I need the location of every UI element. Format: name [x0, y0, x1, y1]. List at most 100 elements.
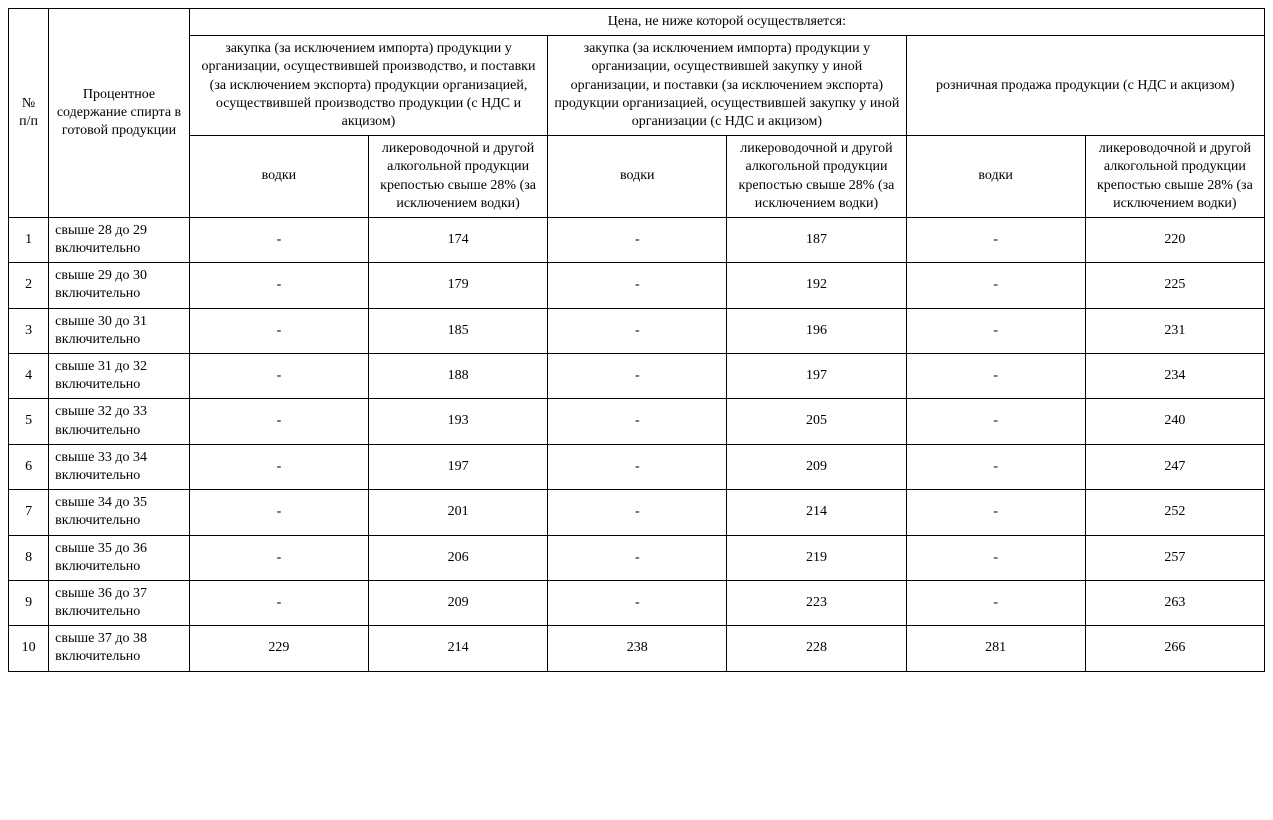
cell-range: свыше 33 до 34 включительно	[49, 444, 190, 489]
cell-value: -	[189, 263, 368, 308]
table-row: 8свыше 35 до 36 включительно-206-219-257	[9, 535, 1265, 580]
cell-value: 192	[727, 263, 906, 308]
cell-value: 196	[727, 308, 906, 353]
cell-value: -	[906, 399, 1085, 444]
cell-range: свыше 29 до 30 включительно	[49, 263, 190, 308]
cell-value: 188	[369, 354, 548, 399]
header-group-0: закупка (за исключением импорта) продукц…	[189, 36, 547, 136]
cell-value: 197	[369, 444, 548, 489]
cell-value: -	[548, 535, 727, 580]
cell-value: 247	[1085, 444, 1264, 489]
cell-num: 7	[9, 490, 49, 535]
cell-range: свыше 30 до 31 включительно	[49, 308, 190, 353]
cell-value: 231	[1085, 308, 1264, 353]
cell-range: свыше 37 до 38 включительно	[49, 626, 190, 671]
cell-value: 281	[906, 626, 1085, 671]
cell-num: 5	[9, 399, 49, 444]
cell-value: 234	[1085, 354, 1264, 399]
table-row: 3свыше 30 до 31 включительно-185-196-231	[9, 308, 1265, 353]
cell-value: -	[906, 535, 1085, 580]
cell-value: 206	[369, 535, 548, 580]
header-sub-2-1: ликероводочной и другой алкогольной прод…	[1085, 136, 1264, 218]
cell-value: 223	[727, 580, 906, 625]
cell-value: 228	[727, 626, 906, 671]
cell-value: -	[906, 444, 1085, 489]
header-num: № п/п	[9, 9, 49, 218]
cell-value: 193	[369, 399, 548, 444]
cell-value: -	[548, 354, 727, 399]
cell-value: 240	[1085, 399, 1264, 444]
cell-num: 3	[9, 308, 49, 353]
price-table: № п/п Процентное содержание спирта в гот…	[8, 8, 1265, 672]
cell-num: 6	[9, 444, 49, 489]
cell-range: свыше 36 до 37 включительно	[49, 580, 190, 625]
cell-value: -	[548, 263, 727, 308]
header-group-2: розничная продажа продукции (с НДС и акц…	[906, 36, 1264, 136]
table-row: 2свыше 29 до 30 включительно-179-192-225	[9, 263, 1265, 308]
table-header: № п/п Процентное содержание спирта в гот…	[9, 9, 1265, 218]
cell-value: 229	[189, 626, 368, 671]
cell-range: свыше 32 до 33 включительно	[49, 399, 190, 444]
cell-value: 205	[727, 399, 906, 444]
cell-value: -	[189, 399, 368, 444]
cell-value: -	[906, 490, 1085, 535]
header-sub-1-0: водки	[548, 136, 727, 218]
cell-num: 8	[9, 535, 49, 580]
cell-value: 197	[727, 354, 906, 399]
cell-range: свыше 31 до 32 включительно	[49, 354, 190, 399]
table-row: 10свыше 37 до 38 включительно22921423822…	[9, 626, 1265, 671]
cell-value: -	[548, 399, 727, 444]
table-row: 9свыше 36 до 37 включительно-209-223-263	[9, 580, 1265, 625]
cell-value: 214	[727, 490, 906, 535]
cell-range: свыше 28 до 29 включительно	[49, 217, 190, 262]
header-sub-0-1: ликероводочной и другой алкогольной прод…	[369, 136, 548, 218]
cell-value: -	[189, 490, 368, 535]
cell-value: 187	[727, 217, 906, 262]
cell-num: 4	[9, 354, 49, 399]
cell-value: 174	[369, 217, 548, 262]
header-sub-1-1: ликероводочной и другой алкогольной прод…	[727, 136, 906, 218]
cell-value: -	[189, 444, 368, 489]
table-row: 4свыше 31 до 32 включительно-188-197-234	[9, 354, 1265, 399]
cell-value: -	[189, 580, 368, 625]
cell-value: -	[189, 354, 368, 399]
cell-value: 179	[369, 263, 548, 308]
cell-value: 209	[727, 444, 906, 489]
table-row: 6свыше 33 до 34 включительно-197-209-247	[9, 444, 1265, 489]
cell-value: 220	[1085, 217, 1264, 262]
cell-value: 209	[369, 580, 548, 625]
cell-value: -	[906, 217, 1085, 262]
header-sub-0-0: водки	[189, 136, 368, 218]
cell-num: 1	[9, 217, 49, 262]
cell-range: свыше 34 до 35 включительно	[49, 490, 190, 535]
table-row: 7свыше 34 до 35 включительно-201-214-252	[9, 490, 1265, 535]
cell-num: 10	[9, 626, 49, 671]
cell-value: -	[906, 354, 1085, 399]
cell-value: 214	[369, 626, 548, 671]
cell-value: 238	[548, 626, 727, 671]
cell-value: -	[548, 308, 727, 353]
header-range: Процентное содержание спирта в готовой п…	[49, 9, 190, 218]
cell-value: 201	[369, 490, 548, 535]
cell-value: 185	[369, 308, 548, 353]
cell-value: -	[189, 308, 368, 353]
cell-value: -	[189, 535, 368, 580]
cell-value: 257	[1085, 535, 1264, 580]
cell-value: 219	[727, 535, 906, 580]
cell-value: -	[548, 217, 727, 262]
cell-value: -	[189, 217, 368, 262]
cell-value: -	[548, 490, 727, 535]
cell-range: свыше 35 до 36 включительно	[49, 535, 190, 580]
header-sub-2-0: водки	[906, 136, 1085, 218]
cell-value: -	[548, 444, 727, 489]
cell-value: -	[906, 580, 1085, 625]
cell-value: -	[548, 580, 727, 625]
table-body: 1свыше 28 до 29 включительно-174-187-220…	[9, 217, 1265, 671]
cell-value: 266	[1085, 626, 1264, 671]
cell-num: 2	[9, 263, 49, 308]
cell-value: 263	[1085, 580, 1264, 625]
cell-num: 9	[9, 580, 49, 625]
table-row: 5свыше 32 до 33 включительно-193-205-240	[9, 399, 1265, 444]
cell-value: 252	[1085, 490, 1264, 535]
header-price-group: Цена, не ниже которой осуществляется:	[189, 9, 1264, 36]
